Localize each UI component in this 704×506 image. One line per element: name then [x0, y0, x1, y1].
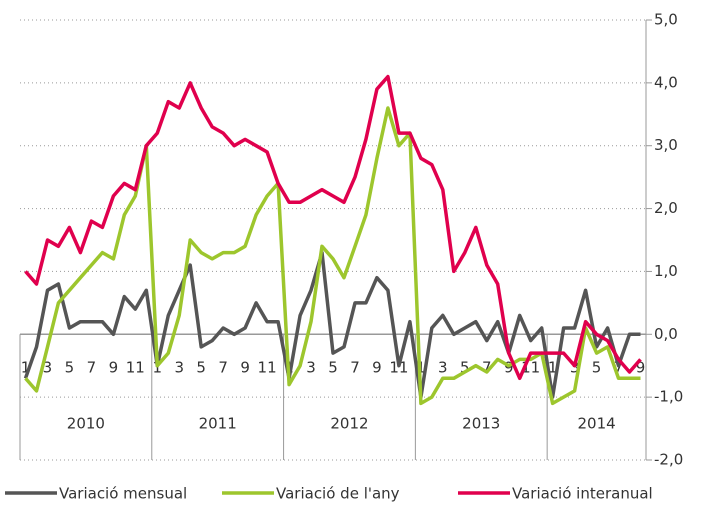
x-tick-label: 7 — [614, 359, 624, 377]
x-tick-label: 5 — [196, 359, 206, 377]
x-tick-label: 5 — [460, 359, 470, 377]
x-tick-label: 3 — [306, 359, 316, 377]
x-tick-label: 7 — [218, 359, 228, 377]
x-tick-label: 5 — [328, 359, 338, 377]
x-tick-label: 11 — [126, 359, 145, 377]
x-group-label: 2013 — [462, 415, 500, 433]
x-tick-label: 1 — [548, 359, 558, 377]
x-tick-label: 1 — [21, 359, 31, 377]
x-tick-label: 11 — [258, 359, 277, 377]
series-line — [24, 74, 642, 381]
x-group-label: 2014 — [577, 415, 615, 433]
x-tick-label: 7 — [350, 359, 360, 377]
x-tick-label: 7 — [87, 359, 97, 377]
y-tick-label: 2,0 — [654, 199, 678, 217]
x-tick-label: 11 — [389, 359, 408, 377]
y-tick-label: -1,0 — [654, 388, 683, 406]
x-group-label: 2011 — [199, 415, 237, 433]
x-tick-label: 3 — [570, 359, 580, 377]
y-tick-label: 5,0 — [654, 11, 678, 29]
legend-label: Variació mensual — [59, 485, 187, 503]
series-line — [24, 106, 641, 406]
x-tick-label: 5 — [65, 359, 75, 377]
x-tick-label: 5 — [592, 359, 602, 377]
x-group-label: 2012 — [330, 415, 368, 433]
x-tick-label: 7 — [482, 359, 492, 377]
y-tick-label: -2,0 — [654, 451, 683, 469]
x-tick-label: 9 — [504, 359, 514, 377]
y-tick-label: 3,0 — [654, 136, 678, 154]
x-tick-label: 9 — [109, 359, 119, 377]
series-line — [23, 250, 641, 399]
legend-label: Variació interanual — [512, 485, 653, 503]
legend-label: Variació de l'any — [276, 485, 400, 503]
x-tick-label: 9 — [240, 359, 250, 377]
x-tick-label: 1 — [153, 359, 163, 377]
x-group-label: 2010 — [67, 415, 105, 433]
y-tick-label: 1,0 — [654, 262, 678, 280]
x-tick-label: 3 — [43, 359, 53, 377]
x-tick-label: 9 — [636, 359, 646, 377]
y-tick-label: 4,0 — [654, 73, 678, 91]
x-tick-label: 3 — [438, 359, 448, 377]
x-tick-label: 3 — [174, 359, 184, 377]
x-tick-label: 9 — [372, 359, 382, 377]
y-tick-label: 0,0 — [654, 325, 678, 343]
